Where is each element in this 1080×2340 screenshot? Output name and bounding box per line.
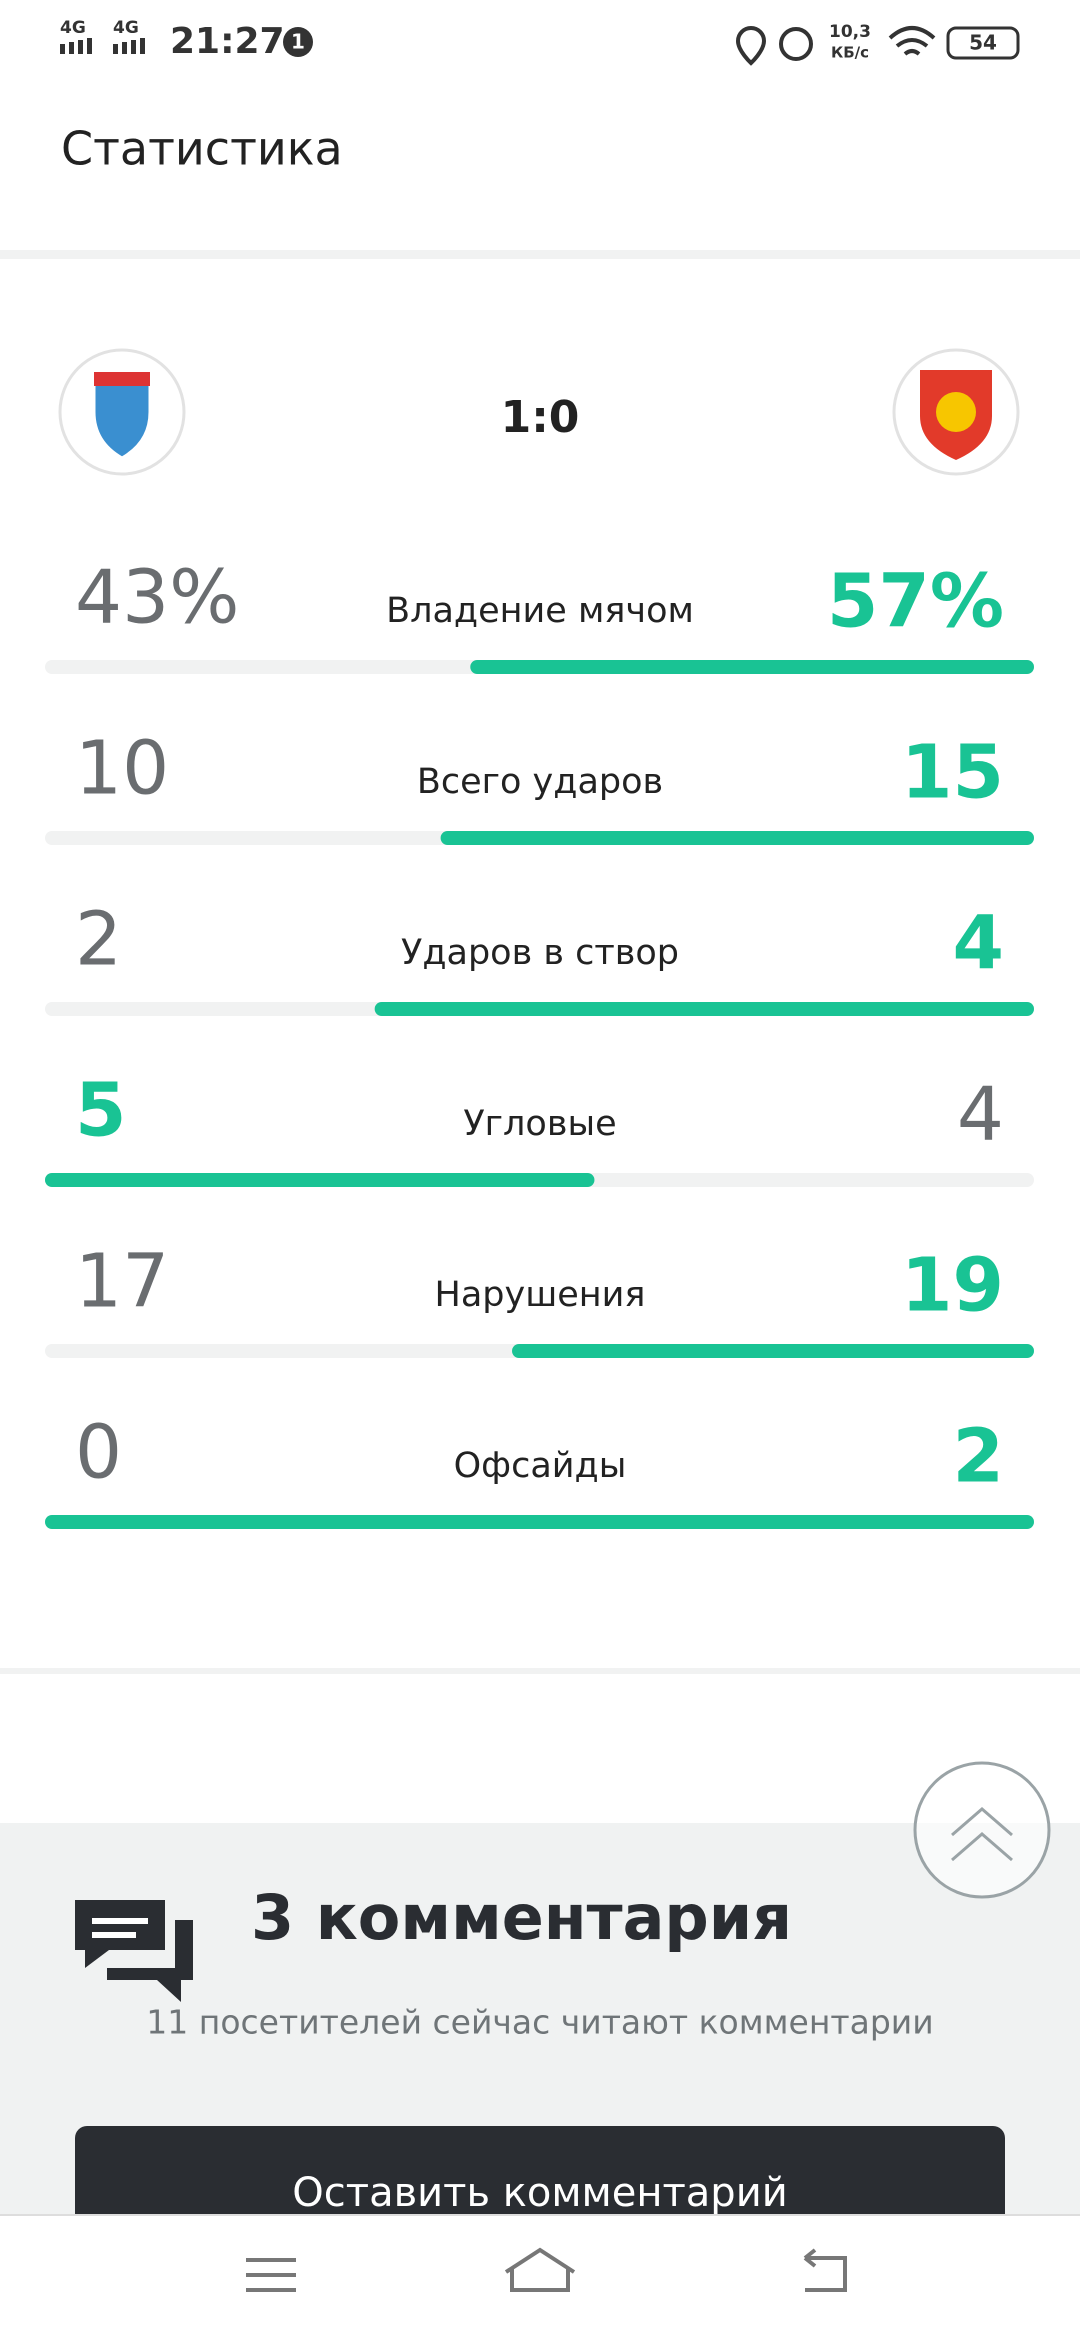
- stats-list: 43% 57% Владение мячом 10 15 Всего ударов 2 4 Уд…: [45, 555, 1035, 1529]
- notification-badge: [283, 27, 313, 57]
- stat-label: Нарушения: [435, 1275, 646, 1315]
- bar: [45, 1515, 1034, 1529]
- divider: [0, 1668, 1080, 1674]
- bar: [45, 1173, 595, 1187]
- away-value: 19: [901, 1243, 1004, 1329]
- notification-count: 1: [291, 30, 305, 54]
- back-button[interactable]: [803, 2248, 847, 2292]
- stat-label: Владение мячом: [386, 591, 694, 631]
- leave-comment-label: Оставить комментарий: [292, 2170, 787, 2216]
- signal-icon: [60, 38, 145, 54]
- home-value: 10: [75, 726, 169, 812]
- bar: [512, 1344, 1034, 1358]
- page-title: Статистика: [61, 122, 343, 176]
- home-logo-shield: [92, 370, 152, 460]
- away-value: 15: [901, 730, 1004, 816]
- home-value: 5: [75, 1068, 127, 1154]
- away-value: 4: [957, 1072, 1004, 1158]
- home-value: 0: [75, 1410, 122, 1496]
- wifi-icon: [888, 26, 936, 56]
- stat-label: Угловые: [463, 1104, 616, 1144]
- menu-button[interactable]: [246, 2258, 296, 2292]
- home-logo-band: [94, 372, 150, 386]
- bar: [470, 660, 1034, 674]
- bar: [374, 1002, 1035, 1016]
- away-value: 4: [953, 901, 1005, 987]
- scroll-top-button[interactable]: [913, 1761, 1051, 1899]
- navigation-bar: [0, 2215, 1080, 2340]
- away-value: 57%: [827, 559, 1004, 645]
- comments-icon: [107, 1920, 193, 2002]
- speed: 10,3: [829, 22, 871, 42]
- network: 4G: [113, 18, 139, 38]
- stat-label: Офсайды: [454, 1446, 627, 1486]
- home-value: 43%: [75, 555, 239, 641]
- home-value: 2: [75, 897, 122, 983]
- divider: [0, 250, 1080, 259]
- alarm-icon: [779, 27, 813, 61]
- location-icon: [735, 25, 767, 66]
- home-value: 17: [75, 1239, 169, 1325]
- stat-label: Всего ударов: [417, 762, 663, 802]
- away-logo-ball: [936, 392, 976, 432]
- network: 4G: [60, 18, 86, 38]
- battery-icon: [946, 26, 1020, 60]
- comments-title: 3 комментария: [251, 1881, 792, 1954]
- stat-label: Ударов в створ: [401, 933, 679, 973]
- comments-subtitle: 11 посетителей сейчас читают комментарии: [146, 2003, 933, 2042]
- battery-level: 54: [969, 31, 997, 55]
- score: 1:0: [501, 392, 580, 443]
- speed-unit: КБ/с: [831, 44, 869, 62]
- time: 21:27: [170, 21, 285, 62]
- bar: [440, 831, 1035, 845]
- scroll-top-icon: [951, 1807, 1013, 1862]
- away-value: 2: [953, 1414, 1005, 1500]
- home-button[interactable]: [504, 2247, 576, 2292]
